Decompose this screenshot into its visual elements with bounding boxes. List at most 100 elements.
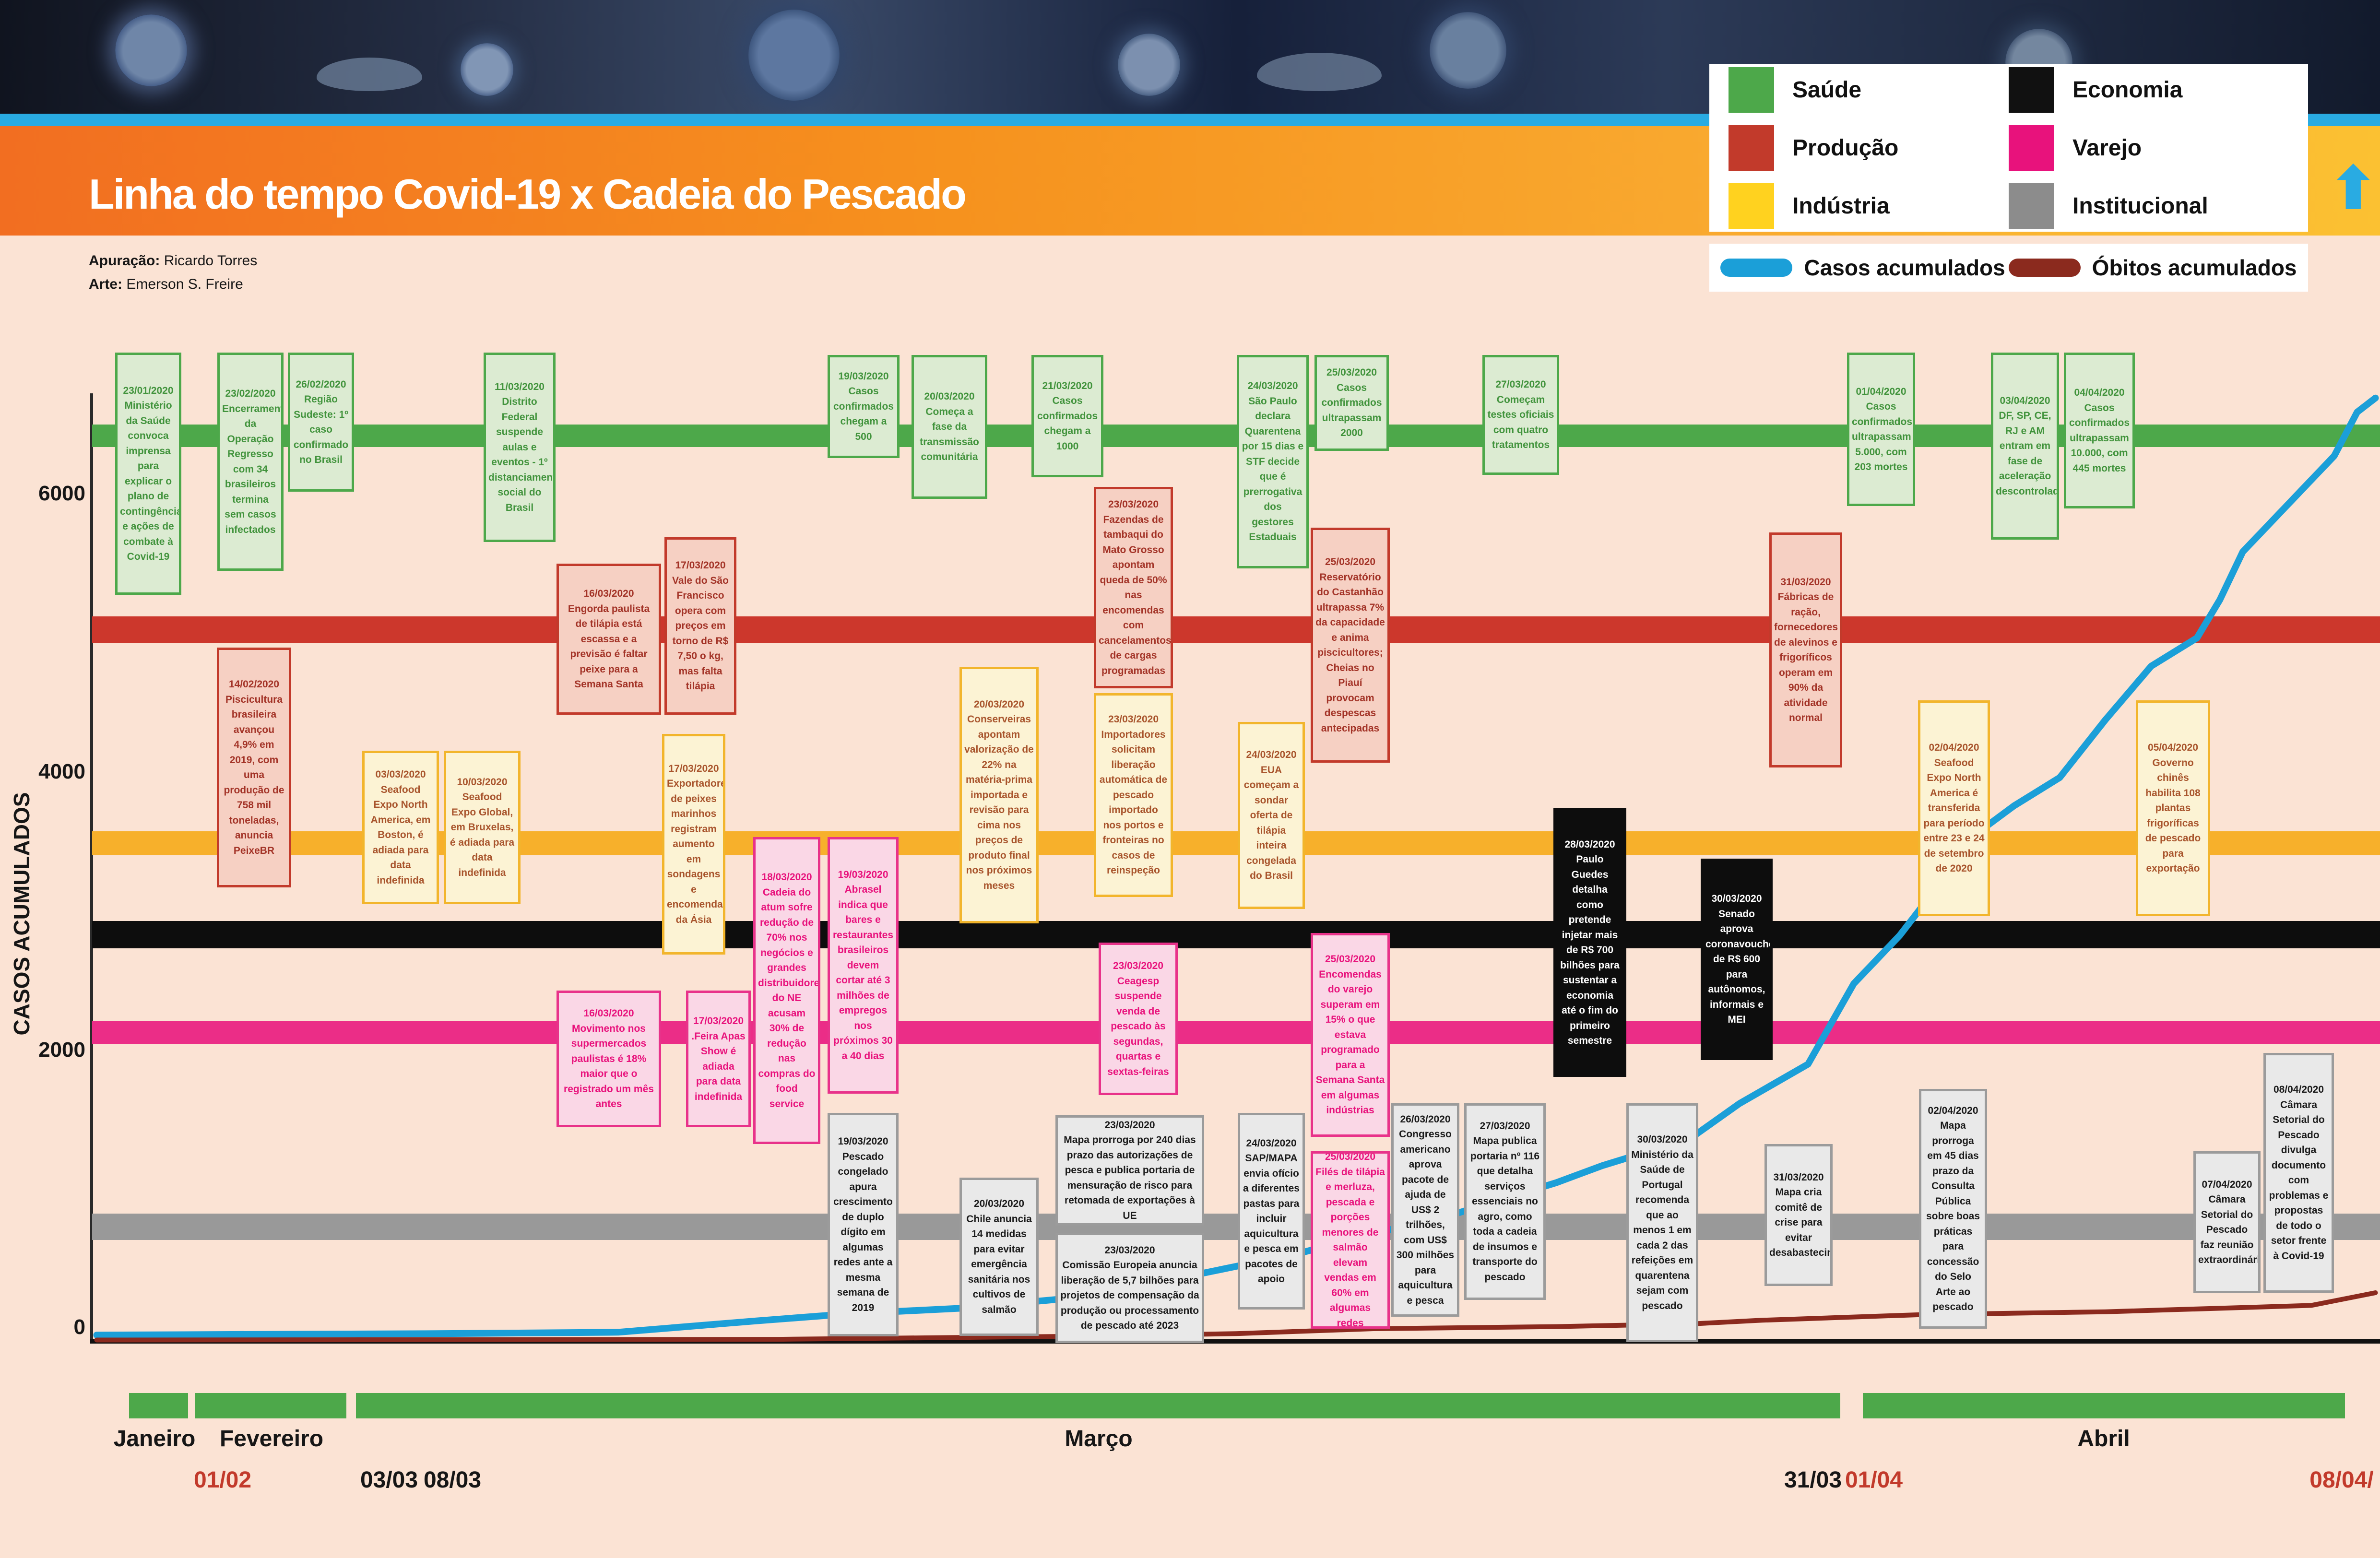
event-box-producao: 25/03/2020 Reservatório do Castanhão ultr… — [1311, 528, 1390, 763]
x-date-label: 03/03 — [360, 1467, 418, 1493]
category-band-institucional — [92, 1214, 2380, 1240]
event-box-institucional: 26/03/2020 Congresso americano aprova pac… — [1391, 1103, 1459, 1317]
event-text: Ministério da Saúde de Portugal recomend… — [1631, 1149, 1693, 1311]
event-box-varejo: 17/03/2020 .Feira Apas Show é adiada para… — [686, 991, 751, 1127]
event-text: Casos confirmados ultrapassam 10.000, co… — [2069, 402, 2130, 474]
event-date: 20/03/2020 — [973, 698, 1025, 710]
event-box-economia: 30/03/2020 Senado aprova coronavoucher de… — [1701, 859, 1773, 1060]
event-box-saude: 04/04/2020 Casos confirmados ultrapassam … — [2064, 353, 2135, 508]
event-box-institucional: 20/03/2020 Chile anuncia 14 medidas para … — [959, 1178, 1039, 1336]
event-text: Mapa prorroga em 45 dias prazo da Consul… — [1926, 1120, 1980, 1312]
event-text: Pescado congelado apura crescimento de d… — [833, 1151, 893, 1313]
event-box-producao: 16/03/2020 Engorda paulista de tilápia es… — [557, 564, 661, 715]
legend-color-chip — [1729, 67, 1774, 113]
event-date: 20/03/2020 — [973, 1198, 1025, 1209]
event-box-institucional: 23/03/2020 Mapa prorroga por 240 dias pra… — [1055, 1115, 1204, 1226]
event-date: 02/04/2020 — [1928, 1105, 1978, 1116]
month-label: Abril — [2077, 1426, 2130, 1452]
event-text: Abrasel indica que bares e restaurantes … — [832, 884, 894, 1062]
legend-item-label: Indústria — [1792, 193, 1890, 219]
event-date: 23/03/2020 — [1108, 499, 1159, 510]
credit-label: Apuração: — [89, 253, 160, 269]
event-text: Fazendas de tambaqui do Mato Grosso apon… — [1099, 514, 1172, 676]
legend-item: Produção — [1729, 125, 2009, 171]
event-date: 16/03/2020 — [583, 1008, 634, 1019]
event-date: 23/03/2020 — [1104, 1119, 1155, 1131]
event-box-industria: 03/03/2020 Seafood Expo North America, em… — [362, 751, 439, 904]
event-date: 01/04/2020 — [1856, 386, 1906, 397]
event-text: Câmara Setorial do Pescado faz reunião e… — [2198, 1194, 2261, 1265]
event-text: Senado aprova coronavoucher de R$ 600 pa… — [1705, 908, 1773, 1026]
event-text: Reservatório do Castanhão ultrapassa 7% … — [1315, 571, 1385, 734]
event-date: 23/03/2020 — [1113, 960, 1164, 971]
month-label: Março — [1065, 1426, 1133, 1452]
x-date-label: 01/02 — [193, 1467, 252, 1493]
event-date: 25/03/2020 — [1325, 954, 1376, 965]
event-text: Começa a fase da transmissão comunitária — [920, 406, 979, 463]
event-date: 19/03/2020 — [838, 1136, 888, 1147]
credit-value: Ricardo Torres — [160, 253, 258, 269]
event-date: 07/04/2020 — [2202, 1179, 2252, 1190]
event-date: 25/03/2020 — [1325, 556, 1376, 567]
event-text: Encerramento da Operação Regresso com 34… — [222, 403, 284, 535]
event-text: EUA começam a sondar oferta de tilápia i… — [1243, 764, 1299, 882]
legend-item: Economia — [2009, 67, 2289, 113]
event-date: 21/03/2020 — [1042, 380, 1093, 391]
event-text: Congresso americano aprova pacote de aju… — [1396, 1129, 1455, 1306]
event-date: 10/03/2020 — [457, 776, 508, 788]
event-box-producao: 17/03/2020 Vale do São Francisco opera co… — [664, 537, 736, 715]
legend-categories: Saúde Economia Produção Varejo Indústria Inst… — [1709, 64, 2308, 232]
event-date: 25/03/2020 — [1326, 367, 1377, 378]
event-date: 30/03/2020 — [1637, 1134, 1688, 1145]
event-box-saude: 24/03/2020 São Paulo declara Quarentena p… — [1237, 355, 1309, 568]
event-date: 17/03/2020 — [668, 763, 719, 774]
event-box-saude: 27/03/2020 Começam testes oficiais com qu… — [1482, 355, 1559, 475]
legend-item: Saúde — [1729, 67, 2009, 113]
event-box-industria: 23/03/2020 Importadores solicitam liberaç… — [1094, 693, 1173, 897]
event-box-institucional: 27/03/2020 Mapa publica portaria nº 116 q… — [1464, 1103, 1546, 1300]
y-axis-line — [90, 393, 93, 1342]
event-box-saude: 01/04/2020 Casos confirmados ultrapassam … — [1847, 353, 1915, 506]
category-band-varejo — [92, 1021, 2380, 1044]
event-box-institucional: 02/04/2020 Mapa prorroga em 45 dias prazo… — [1919, 1089, 1987, 1329]
event-box-varejo: 25/03/2020 Filés de tilápia e merluza, pe… — [1311, 1151, 1390, 1329]
event-date: 27/03/2020 — [1495, 379, 1546, 390]
scroll-top-arrow-icon[interactable]: ⬆ — [2329, 156, 2378, 221]
event-date: 24/03/2020 — [1246, 749, 1297, 761]
event-text: Ministério da Saúde convoca imprensa par… — [120, 400, 181, 562]
event-text: Piscicultura brasileira avançou 4,9% em … — [224, 694, 284, 856]
credit-value: Emerson S. Freire — [122, 276, 243, 292]
event-box-producao: 14/02/2020 Piscicultura brasileira avanço… — [217, 648, 291, 887]
event-text: Chile anuncia 14 medidas para evitar eme… — [966, 1213, 1032, 1315]
legend-item: Institucional — [2009, 183, 2289, 229]
event-date: 20/03/2020 — [924, 391, 975, 402]
event-date: 17/03/2020 — [675, 560, 726, 571]
event-text: Casos confirmados ultrapassam 2000 — [1321, 382, 1382, 439]
event-text: Governo chinês habilita 108 plantas frig… — [2145, 757, 2201, 874]
event-date: 08/04/2020 — [2273, 1084, 2324, 1095]
legend-line-item: Casos acumulados — [1720, 255, 2005, 281]
event-box-industria: 10/03/2020 Seafood Expo Global, em Bruxel… — [444, 751, 521, 904]
x-date-label: 31/03 — [1784, 1467, 1842, 1493]
legend-item-label: Economia — [2072, 77, 2183, 103]
event-box-economia: 28/03/2020 Paulo Guedes detalha como pret… — [1553, 808, 1626, 1077]
event-text: Mapa prorroga por 240 dias prazo das aut… — [1064, 1134, 1196, 1221]
virus-icon — [748, 10, 840, 101]
x-date-label: 08/03 — [423, 1467, 482, 1493]
virus-icon — [461, 43, 513, 96]
event-text: Seafood Expo North America é transferida… — [1923, 757, 1985, 874]
event-date: 23/01/2020 — [123, 385, 174, 396]
event-date: 26/03/2020 — [1400, 1113, 1451, 1125]
event-text: Filés de tilápia e merluza, pescada e po… — [1315, 1166, 1385, 1329]
legend-lines: Casos acumulados Óbitos acumulados — [1709, 244, 2308, 292]
event-box-saude: 19/03/2020 Casos confirmados chegam a 500 — [828, 355, 900, 458]
legend-color-chip — [1729, 125, 1774, 171]
event-date: 23/02/2020 — [225, 388, 276, 399]
event-date: 24/03/2020 — [1247, 380, 1298, 392]
event-text: Casos confirmados ultrapassam 5.000, com… — [1852, 401, 1913, 472]
event-text: Movimento nos supermercados paulistas é … — [564, 1023, 654, 1110]
x-date-label: 08/04/ — [2309, 1467, 2374, 1493]
event-date: 19/03/2020 — [838, 869, 888, 880]
event-box-producao: 23/03/2020 Fazendas de tambaqui do Mato G… — [1094, 487, 1173, 688]
